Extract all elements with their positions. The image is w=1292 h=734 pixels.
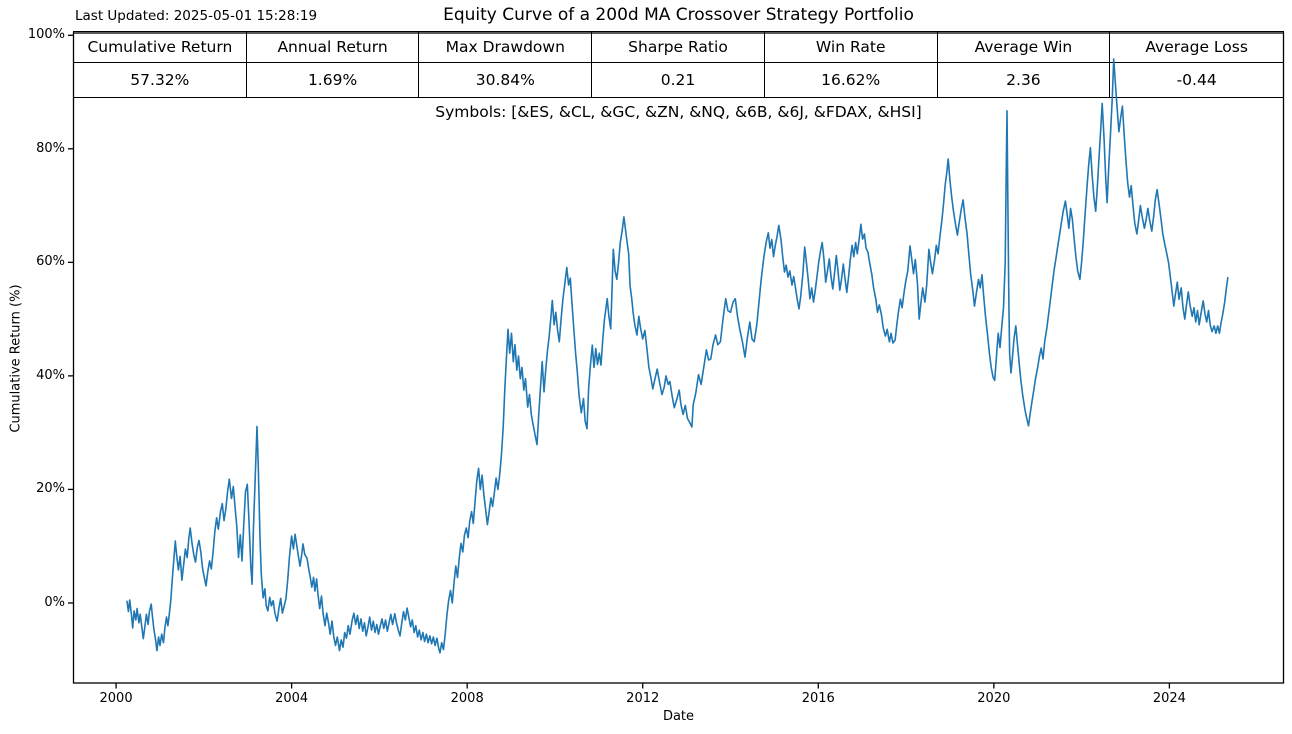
y-axis-title: Cumulative Return (%) bbox=[8, 284, 24, 433]
stats-value-cell: -0.44 bbox=[1176, 71, 1217, 89]
y-tick-label: 20% bbox=[36, 481, 65, 497]
equity-curve-line bbox=[126, 58, 1229, 654]
stats-value-cell: 30.84% bbox=[419, 63, 593, 97]
y-tick-label: 80% bbox=[36, 140, 65, 156]
y-tick-label: 100% bbox=[27, 27, 65, 43]
stats-value-cell: 16.62% bbox=[765, 63, 938, 97]
stats-header-cell: Sharpe Ratio bbox=[592, 32, 765, 63]
last-updated-text: Last Updated: 2025-05-01 15:28:19 bbox=[75, 8, 318, 24]
y-tick-label: 60% bbox=[36, 254, 65, 270]
stats-header-cell: Annual Return bbox=[246, 32, 420, 63]
x-tick-label: 2004 bbox=[275, 691, 309, 706]
y-tick-label: 40% bbox=[36, 367, 65, 383]
stats-value-cell: 1.69% bbox=[247, 63, 420, 97]
stats-value-cell: 0.21 bbox=[592, 63, 765, 97]
x-tick-label: 2012 bbox=[626, 691, 660, 706]
x-tick-label: 2008 bbox=[450, 691, 484, 706]
stats-header-cell: Win Rate bbox=[764, 32, 938, 63]
symbols-subtitle: Symbols: [&ES, &CL, &GC, &ZN, &NQ, &6B, … bbox=[435, 103, 922, 121]
stats-header-cell: Average Win bbox=[937, 32, 1111, 63]
stats-header-cell: Max Drawdown bbox=[419, 32, 593, 63]
stats-header-cell: Average Loss bbox=[1110, 32, 1283, 63]
x-tick-label: 2000 bbox=[99, 691, 133, 706]
axis-tick-marks bbox=[68, 34, 1171, 689]
stats-value-cell: 2.36 bbox=[938, 63, 1111, 97]
x-tick-label: 2016 bbox=[801, 691, 835, 706]
plot-spines bbox=[72, 32, 1285, 684]
x-tick-label: 2024 bbox=[1152, 691, 1186, 706]
stats-value-cell: 57.32% bbox=[74, 63, 247, 97]
stats-header-cell: Cumulative Return bbox=[74, 32, 247, 63]
x-tick-label: 2020 bbox=[977, 691, 1011, 706]
stats-table: Cumulative Return Annual Return Max Drawdo… bbox=[73, 31, 1284, 98]
chart-title: Equity Curve of a 200d MA Crossover Stra… bbox=[443, 5, 914, 25]
y-tick-label: 0% bbox=[44, 594, 65, 610]
x-axis-title: Date bbox=[662, 709, 695, 724]
